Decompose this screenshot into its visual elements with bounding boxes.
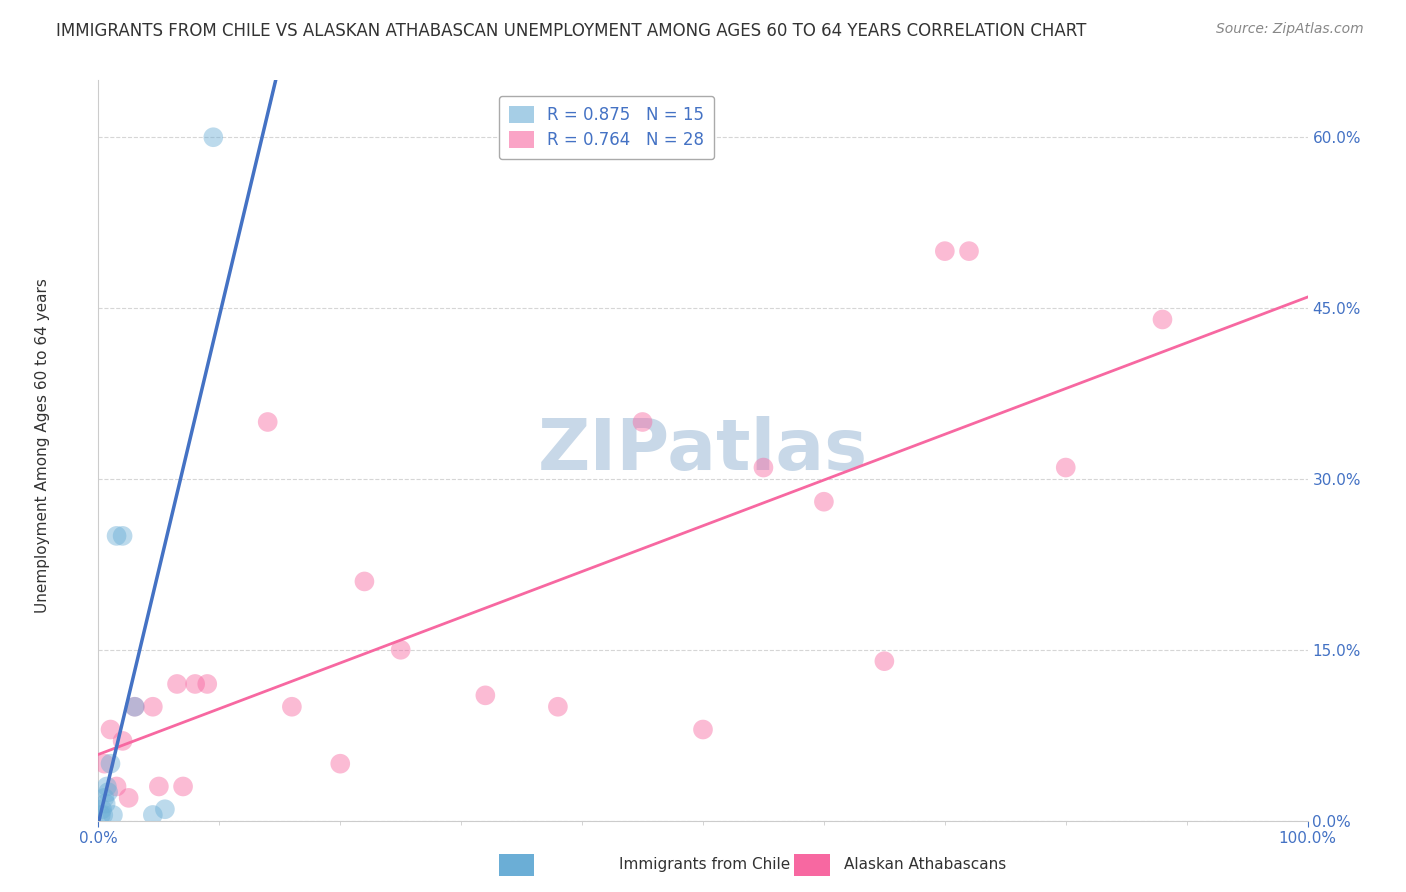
Point <box>934 244 956 259</box>
Point <box>813 494 835 508</box>
Point <box>100 756 122 771</box>
Point <box>1152 312 1174 326</box>
Point <box>93 756 115 771</box>
Point <box>1054 460 1077 475</box>
Point <box>873 654 896 668</box>
Text: IMMIGRANTS FROM CHILE VS ALASKAN ATHABASCAN UNEMPLOYMENT AMONG AGES 60 TO 64 YEA: IMMIGRANTS FROM CHILE VS ALASKAN ATHABAS… <box>56 22 1087 40</box>
Point <box>389 642 412 657</box>
Point <box>111 529 134 543</box>
Point <box>202 130 225 145</box>
Legend: R = 0.875   N = 15, R = 0.764   N = 28: R = 0.875 N = 15, R = 0.764 N = 28 <box>499 96 714 159</box>
Point <box>142 699 165 714</box>
Point <box>752 460 775 475</box>
Point <box>124 699 146 714</box>
Point <box>97 785 120 799</box>
Point <box>172 780 194 794</box>
Point <box>124 699 146 714</box>
Point <box>91 802 114 816</box>
Point <box>166 677 188 691</box>
Text: ZIPatlas: ZIPatlas <box>538 416 868 485</box>
Point <box>184 677 207 691</box>
Point <box>111 734 134 748</box>
Point <box>93 790 115 805</box>
Point <box>281 699 304 714</box>
Text: Immigrants from Chile: Immigrants from Chile <box>619 857 790 872</box>
Point <box>142 808 165 822</box>
Point <box>153 802 176 816</box>
Point <box>94 797 117 811</box>
Point <box>329 756 352 771</box>
Point <box>105 780 128 794</box>
Point <box>101 808 124 822</box>
Point <box>957 244 980 259</box>
Point <box>195 677 218 691</box>
Point <box>474 689 496 703</box>
Point <box>91 808 114 822</box>
Point <box>547 699 569 714</box>
Point <box>100 723 122 737</box>
Text: Source: ZipAtlas.com: Source: ZipAtlas.com <box>1216 22 1364 37</box>
Point <box>353 574 375 589</box>
Text: Alaskan Athabascans: Alaskan Athabascans <box>844 857 1005 872</box>
Point <box>256 415 278 429</box>
Point <box>692 723 714 737</box>
Point <box>118 790 141 805</box>
Point <box>148 780 170 794</box>
Point <box>90 808 112 822</box>
Point <box>96 780 118 794</box>
Point <box>105 529 128 543</box>
Text: Unemployment Among Ages 60 to 64 years: Unemployment Among Ages 60 to 64 years <box>35 278 49 614</box>
Point <box>631 415 654 429</box>
